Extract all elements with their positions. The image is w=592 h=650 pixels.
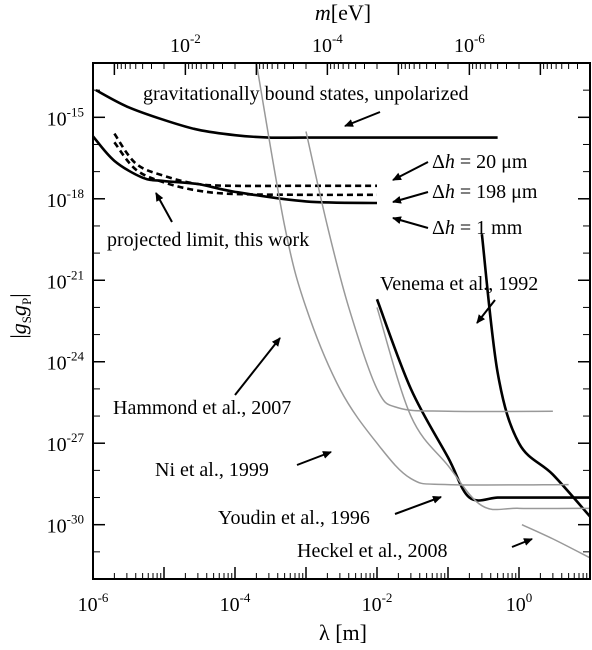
top-tick-label: 10-4 bbox=[312, 31, 343, 57]
annotation-arrow bbox=[392, 191, 429, 204]
annotation-gravitationally-bound: gravitationally bound states, unpolarize… bbox=[143, 83, 468, 105]
annotation-arrow bbox=[394, 496, 442, 515]
series-9 bbox=[521, 524, 590, 559]
y-axis-title: |gSgP| bbox=[6, 293, 34, 338]
annotation-dh-198um: Δh = 198 μm bbox=[432, 181, 538, 203]
series-6 bbox=[305, 131, 553, 413]
series-2 bbox=[113, 141, 378, 197]
x-tick-label: 100 bbox=[506, 590, 533, 616]
annotation-dh-1mm: Δh = 1 mm bbox=[432, 217, 523, 239]
annotation-heckel: Heckel et al., 2008 bbox=[297, 540, 448, 562]
top-axis-title: m[eV] bbox=[315, 0, 371, 25]
series-7 bbox=[255, 63, 569, 486]
y-tick-label: 10-21 bbox=[47, 267, 84, 293]
annotation-dh-20um: Δh = 20 μm bbox=[432, 151, 528, 173]
series-0 bbox=[95, 89, 498, 140]
annotation-arrow bbox=[392, 216, 429, 229]
annotation-projected-limit: projected limit, this work bbox=[107, 229, 309, 251]
curves-layer bbox=[93, 63, 590, 559]
series-3 bbox=[93, 135, 378, 205]
ticks-layer: 10-6 10-4 10-2 100 10-2 10-4 10-6 10-15 10-18 10-… bbox=[47, 31, 591, 616]
annotation-arrow bbox=[511, 538, 533, 548]
top-tick-label: 10-6 bbox=[454, 31, 485, 57]
plot-frame bbox=[92, 62, 591, 580]
y-tick-label: 10-15 bbox=[47, 104, 84, 130]
x-axis-title: λ [m] bbox=[319, 620, 367, 645]
x-tick-label: 10-2 bbox=[362, 590, 393, 616]
top-tick-label: 10-2 bbox=[170, 31, 201, 57]
x-tick-label: 10-4 bbox=[220, 590, 251, 616]
annotation-youdin: Youdin et al., 1996 bbox=[218, 507, 370, 529]
y-tick-label: 10-30 bbox=[47, 512, 84, 538]
x-tick-label: 10-6 bbox=[78, 590, 109, 616]
annotation-hammond: Hammond et al., 2007 bbox=[113, 397, 291, 419]
y-tick-label: 10-24 bbox=[47, 349, 85, 375]
series-5 bbox=[375, 298, 590, 502]
annotation-arrow bbox=[344, 111, 381, 127]
annotation-arrow bbox=[234, 337, 281, 396]
annotation-arrow bbox=[155, 192, 173, 223]
annotation-ni: Ni et al., 1999 bbox=[155, 459, 269, 481]
annotation-arrow bbox=[392, 161, 429, 181]
y-tick-label: 10-27 bbox=[47, 430, 85, 456]
annotation-arrow bbox=[296, 451, 332, 466]
annotation-venema: Venema et al., 1992 bbox=[380, 273, 538, 295]
series-8 bbox=[376, 307, 590, 511]
annotation-arrow bbox=[476, 299, 496, 324]
series-4 bbox=[480, 233, 590, 518]
arrows-layer bbox=[155, 111, 533, 548]
y-tick-label: 10-18 bbox=[47, 186, 84, 212]
